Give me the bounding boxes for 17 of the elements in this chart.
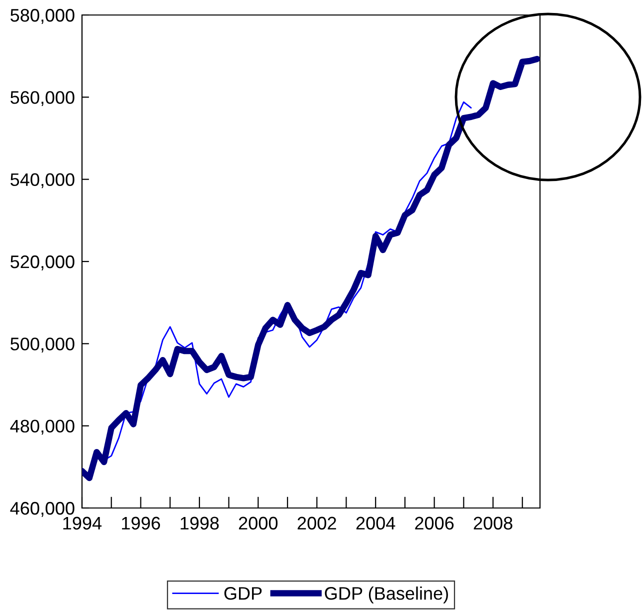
- x-tick-label: 1994: [63, 516, 102, 530]
- y-tick-label: 540,000: [10, 173, 74, 188]
- x-tick-label: 2002: [298, 516, 336, 530]
- x-tick-label: 1998: [180, 516, 219, 530]
- legend-label: GDP: [224, 587, 262, 600]
- y-tick-label: 520,000: [10, 255, 74, 270]
- x-tick-label: 2006: [415, 516, 454, 530]
- x-tick-label: 2000: [238, 516, 278, 530]
- x-tick-label: 1996: [122, 516, 160, 530]
- y-tick-label: 480,000: [10, 420, 74, 435]
- y-tick-label: 460,000: [10, 502, 74, 517]
- y-tick-label: 560,000: [10, 91, 74, 106]
- legend-label: GDP (Baseline): [324, 586, 448, 604]
- x-tick-label: 2004: [356, 516, 396, 530]
- y-tick-label: 580,000: [10, 8, 74, 24]
- x-tick-label: 2008: [474, 516, 512, 530]
- y-tick-label: 500,000: [10, 338, 74, 353]
